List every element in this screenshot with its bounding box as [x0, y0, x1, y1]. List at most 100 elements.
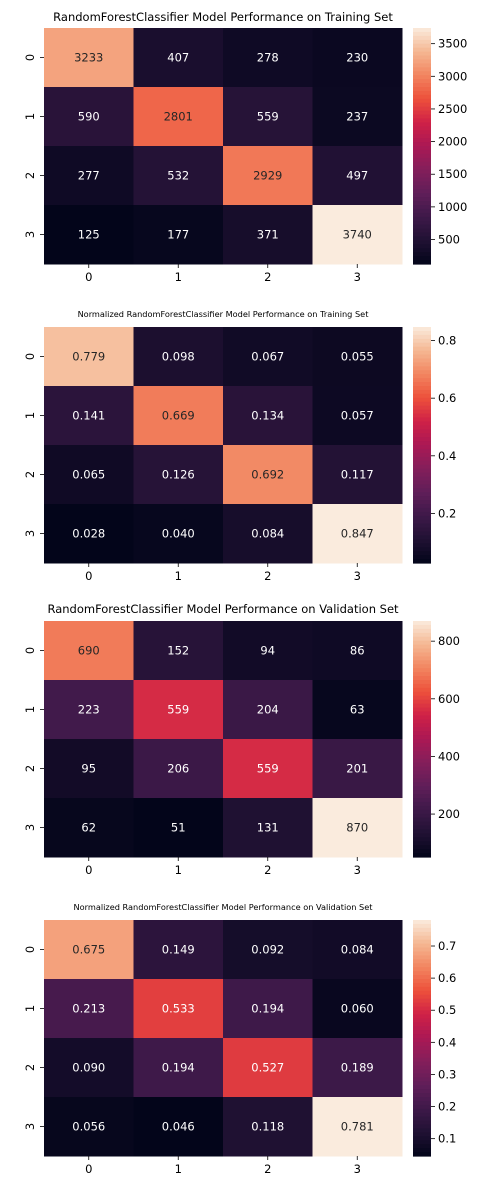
x-tick-label: 2: [264, 569, 271, 583]
heatmap-cell: [223, 920, 313, 980]
heatmap-cell: [312, 920, 403, 980]
colorbar-tick-label: 500: [438, 233, 460, 247]
colorbar-segment: [413, 986, 431, 992]
colorbar-segment: [413, 1065, 431, 1071]
colorbar-segment: [413, 47, 431, 53]
colorbar-segment: [413, 401, 431, 407]
colorbar-segment: [413, 742, 431, 748]
colorbar-tick-label: 200: [438, 807, 460, 821]
colorbar-segment: [413, 1030, 431, 1035]
x-tick-label: 3: [354, 1162, 361, 1176]
cell-annotation: 0.040: [162, 527, 195, 541]
colorbar-segment: [413, 425, 431, 430]
colorbar-segment: [413, 193, 431, 198]
y-tick-label: 2: [23, 172, 37, 179]
heatmap-cell: [44, 87, 134, 147]
colorbar-segment: [413, 794, 431, 799]
colorbar-segment: [413, 1100, 431, 1106]
colorbar-segment: [413, 801, 431, 807]
colorbar-segment: [413, 110, 431, 116]
colorbar-segment: [413, 621, 431, 626]
colorbar-segment: [413, 825, 431, 831]
colorbar-segment: [413, 1093, 431, 1098]
cell-annotation: 278: [257, 51, 279, 65]
colorbar-segment: [413, 758, 431, 764]
colorbar-segment: [413, 672, 431, 677]
heatmap-cell: [223, 621, 313, 681]
colorbar-segment: [413, 805, 431, 811]
colorbar-segment: [413, 437, 431, 442]
heatmap-cell: [223, 146, 313, 206]
y-tick-label: 0: [23, 946, 37, 953]
colorbar-segment: [413, 500, 431, 505]
colorbar-segment: [413, 535, 431, 540]
colorbar-segment: [413, 90, 431, 96]
colorbar-segment: [413, 393, 431, 399]
colorbar-segment: [413, 106, 431, 112]
heatmap-cell: [133, 87, 224, 147]
colorbar-segment: [413, 102, 431, 108]
colorbar-segment: [413, 1085, 431, 1090]
colorbar-segment: [413, 55, 431, 61]
colorbar-tick-label: 0.6: [438, 971, 456, 985]
colorbar-segment: [413, 523, 431, 529]
colorbar-tick-label: 1500: [438, 167, 467, 181]
colorbar-segment: [413, 766, 431, 772]
cell-annotation: 237: [346, 110, 368, 124]
heatmap-cell: [44, 445, 134, 505]
colorbar-segment: [413, 83, 431, 88]
cell-annotation: 870: [346, 821, 368, 835]
colorbar-segment: [413, 161, 431, 167]
colorbar-tick-label: 400: [438, 749, 460, 763]
heatmap-cell: [312, 739, 403, 799]
colorbar-segment: [413, 496, 431, 501]
colorbar-segment: [413, 935, 431, 941]
colorbar-segment: [413, 652, 431, 657]
colorbar-segment: [413, 484, 431, 489]
colorbar-segment: [413, 39, 431, 45]
colorbar-segment: [413, 967, 431, 972]
cell-annotation: 0.781: [341, 1120, 374, 1134]
heatmap-cell: [312, 1097, 403, 1157]
colorbar-segment: [413, 939, 431, 945]
colorbar-segment: [413, 539, 431, 544]
colorbar-segment: [413, 947, 431, 953]
colorbar-tick-label: 0.2: [438, 1100, 456, 1114]
colorbar-segment: [413, 680, 431, 685]
colorbar-tick-label: 0.3: [438, 1067, 456, 1081]
x-tick-label: 1: [175, 1162, 182, 1176]
colorbar-segment: [413, 460, 431, 466]
cell-annotation: 0.669: [162, 409, 195, 423]
colorbar-segment: [413, 216, 431, 222]
colorbar-tick-label: 600: [438, 692, 460, 706]
colorbar-segment: [413, 71, 431, 76]
cell-annotation: 0.692: [251, 468, 284, 482]
colorbar-segment: [413, 35, 431, 41]
heatmap-cell: [133, 1097, 224, 1157]
colorbar-segment: [413, 833, 431, 838]
cell-annotation: 0.194: [162, 1061, 195, 1075]
colorbar-segment: [413, 220, 431, 226]
cell-annotation: 0.098: [162, 350, 195, 364]
cell-annotation: 497: [346, 169, 368, 183]
colorbar-segment: [413, 94, 431, 100]
cell-annotation: 223: [78, 703, 100, 717]
colorbar-segment: [413, 153, 431, 159]
colorbar-segment: [413, 1128, 431, 1133]
colorbar-segment: [413, 118, 431, 123]
heatmap-cell: [223, 1097, 313, 1157]
colorbar-segment: [413, 63, 431, 68]
heatmap-cell: [44, 739, 134, 799]
colorbar-segment: [413, 1140, 431, 1145]
colorbar-segment: [413, 433, 431, 438]
cell-annotation: 0.189: [341, 1061, 374, 1075]
cell-annotation: 0.675: [72, 943, 105, 957]
colorbar-segment: [413, 632, 431, 638]
colorbar-segment: [413, 624, 431, 630]
heatmap-cell: [44, 1097, 134, 1157]
colorbar-segment: [413, 1002, 431, 1008]
colorbar-segment: [413, 1097, 431, 1102]
colorbar-segment: [413, 504, 431, 509]
colorbar-tick-label: 3000: [438, 69, 467, 83]
colorbar-segment: [413, 1136, 431, 1141]
